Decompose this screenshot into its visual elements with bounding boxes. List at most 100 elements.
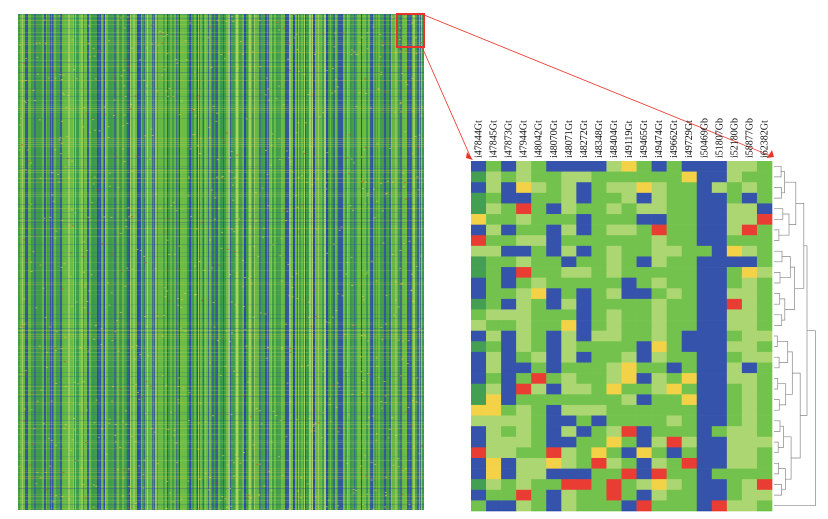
zoomed-heatmap-cell bbox=[681, 330, 698, 342]
full-heatmap-speck bbox=[360, 156, 363, 158]
full-heatmap-column bbox=[34, 14, 36, 510]
full-heatmap-speck bbox=[165, 508, 168, 509]
zoomed-heatmap-cell bbox=[486, 362, 502, 374]
full-heatmap-column bbox=[405, 14, 407, 510]
full-heatmap-speck bbox=[94, 78, 97, 80]
full-heatmap-speck bbox=[54, 347, 57, 349]
full-heatmap-speck bbox=[375, 357, 378, 359]
full-heatmap-column bbox=[141, 14, 142, 510]
full-heatmap-speck bbox=[172, 95, 175, 97]
full-heatmap-speck bbox=[404, 468, 407, 470]
zoomed-heatmap-cell bbox=[576, 298, 592, 310]
zoomed-heatmap-cell bbox=[666, 277, 682, 289]
zoomed-heatmap-cell bbox=[576, 161, 592, 172]
full-heatmap-column bbox=[339, 14, 341, 510]
zoomed-heatmap-cell bbox=[666, 489, 682, 501]
full-heatmap-column bbox=[216, 14, 218, 510]
zoomed-heatmap-cell bbox=[471, 457, 487, 469]
zoomed-heatmap-cell bbox=[606, 457, 622, 469]
zoomed-heatmap-cell bbox=[561, 330, 577, 342]
full-heatmap-column bbox=[92, 14, 93, 510]
full-heatmap-speck bbox=[163, 287, 166, 289]
full-heatmap-speck bbox=[285, 220, 288, 222]
zoomed-heatmap-cell bbox=[546, 320, 562, 331]
full-heatmap-speck bbox=[265, 150, 267, 151]
full-heatmap-speck bbox=[406, 84, 409, 86]
zoomed-heatmap-cell bbox=[636, 468, 652, 480]
full-heatmap-speck bbox=[323, 448, 326, 450]
full-heatmap-speck bbox=[85, 409, 88, 411]
full-heatmap-speck bbox=[173, 253, 176, 255]
full-heatmap-speck bbox=[228, 170, 231, 172]
zoomed-heatmap-cell bbox=[621, 351, 637, 363]
full-heatmap-speck bbox=[291, 296, 294, 298]
full-heatmap-speck bbox=[194, 294, 197, 296]
full-heatmap-speck bbox=[58, 139, 61, 141]
full-heatmap-column bbox=[226, 14, 227, 510]
zoomed-heatmap-cell bbox=[546, 288, 562, 300]
full-heatmap-column bbox=[228, 14, 230, 510]
zoomed-heatmap-cell bbox=[756, 320, 773, 331]
full-heatmap-speck bbox=[228, 157, 231, 158]
full-heatmap-speck bbox=[310, 211, 313, 213]
zoomed-heatmap-cell bbox=[486, 500, 502, 512]
full-heatmap-speck bbox=[392, 464, 395, 466]
full-heatmap-column bbox=[200, 14, 202, 510]
full-heatmap-speck bbox=[342, 32, 345, 34]
zoomed-heatmap-cell bbox=[741, 288, 758, 300]
full-heatmap-speck bbox=[30, 162, 32, 164]
full-heatmap-speck bbox=[232, 199, 235, 201]
full-heatmap-column bbox=[104, 14, 105, 510]
full-heatmap-speck bbox=[157, 44, 160, 46]
full-heatmap-speck bbox=[92, 119, 95, 121]
zoomed-heatmap-cell bbox=[696, 373, 713, 385]
zoomed-heatmap-cell bbox=[501, 489, 517, 501]
zoomed-heatmap-cell bbox=[726, 214, 743, 225]
zoomed-heatmap-cell bbox=[711, 320, 728, 331]
zoomed-heatmap-cell bbox=[531, 500, 547, 512]
full-heatmap-speck bbox=[161, 335, 164, 337]
zoomed-heatmap-cell bbox=[756, 224, 773, 236]
zoomed-heatmap-cell bbox=[756, 192, 773, 204]
full-heatmap-speck bbox=[73, 418, 75, 419]
zoomed-heatmap-cell bbox=[636, 404, 652, 416]
full-heatmap-row bbox=[18, 218, 424, 219]
full-heatmap-speck bbox=[384, 492, 387, 493]
zoomed-heatmap-cell bbox=[531, 447, 547, 459]
full-heatmap-row bbox=[18, 346, 424, 347]
zoomed-heatmap-cell bbox=[651, 309, 667, 321]
zoomed-heatmap-cell bbox=[666, 415, 682, 427]
zoomed-heatmap-cell bbox=[576, 171, 592, 183]
zoomed-heatmap-cell bbox=[681, 341, 698, 353]
full-heatmap-speck bbox=[305, 122, 307, 124]
full-heatmap-speck bbox=[162, 36, 165, 38]
zoomed-heatmap-cell bbox=[696, 500, 713, 512]
full-heatmap-column bbox=[60, 14, 62, 510]
zoomed-heatmap-cell bbox=[501, 171, 517, 183]
full-heatmap-speck bbox=[236, 276, 239, 278]
full-heatmap-speck bbox=[39, 264, 42, 266]
full-heatmap-speck bbox=[315, 228, 318, 230]
full-heatmap-speck bbox=[355, 54, 358, 55]
zoomed-heatmap-cell bbox=[621, 203, 637, 215]
full-heatmap-row bbox=[18, 108, 424, 109]
full-heatmap-row bbox=[18, 14, 424, 15]
full-heatmap-speck bbox=[385, 495, 387, 496]
zoomed-heatmap-cell bbox=[666, 267, 682, 278]
zoomed-heatmap-cell bbox=[501, 245, 517, 257]
zoomed-heatmap-cell bbox=[546, 468, 562, 480]
full-heatmap-column bbox=[247, 14, 248, 510]
full-heatmap-speck bbox=[418, 452, 421, 454]
full-heatmap-column bbox=[298, 14, 299, 510]
full-heatmap-speck bbox=[247, 498, 250, 500]
zoomed-heatmap-cell bbox=[696, 298, 713, 310]
full-heatmap-row bbox=[18, 142, 424, 143]
zoomed-heatmap-cell bbox=[606, 161, 622, 172]
full-heatmap-speck bbox=[385, 295, 388, 297]
full-heatmap-column bbox=[333, 14, 335, 510]
full-heatmap-speck bbox=[125, 423, 128, 425]
full-heatmap-row bbox=[18, 448, 424, 449]
full-heatmap-speck bbox=[70, 450, 73, 452]
dendrogram-branch bbox=[774, 356, 780, 369]
zoomed-heatmap-cell bbox=[651, 394, 667, 406]
